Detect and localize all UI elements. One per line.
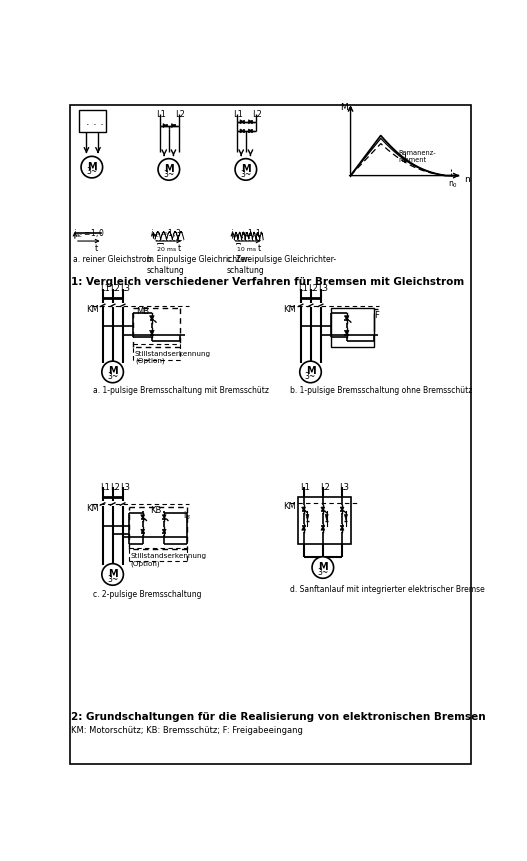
Polygon shape: [344, 316, 349, 321]
Text: KM: KM: [86, 305, 99, 313]
Polygon shape: [162, 515, 166, 519]
Text: L2: L2: [308, 284, 318, 293]
Polygon shape: [340, 507, 344, 511]
Polygon shape: [325, 515, 328, 521]
Circle shape: [102, 362, 123, 383]
Circle shape: [81, 158, 103, 179]
Polygon shape: [321, 507, 325, 511]
Text: M: M: [241, 164, 251, 174]
Text: KM: KM: [284, 502, 296, 511]
Bar: [298, 497, 350, 545]
Text: M: M: [108, 366, 118, 376]
Text: 3~: 3~: [86, 167, 97, 177]
Polygon shape: [163, 125, 167, 128]
Text: t: t: [178, 244, 181, 252]
Polygon shape: [306, 515, 309, 521]
Text: b. 1-pulsige Bremsschaltung ohne Bremsschütz: b. 1-pulsige Bremsschaltung ohne Bremssc…: [290, 386, 473, 394]
Text: $i_{ac}\approx1{,}3$: $i_{ac}\approx1{,}3$: [150, 227, 182, 239]
Circle shape: [158, 159, 180, 181]
Polygon shape: [240, 121, 244, 125]
Polygon shape: [340, 527, 344, 530]
Text: a. 1-pulsige Bremsschaltung mit Bremsschütz: a. 1-pulsige Bremsschaltung mit Bremssch…: [93, 386, 269, 394]
Text: KM: KM: [86, 504, 99, 512]
Text: 1: Vergleich verschiedener Verfahren für Bremsen mit Gleichstrom: 1: Vergleich verschiedener Verfahren für…: [71, 276, 464, 287]
Circle shape: [300, 362, 321, 383]
Text: L3: L3: [120, 284, 130, 293]
Text: M: M: [164, 164, 173, 174]
Text: t: t: [257, 244, 261, 252]
Text: L2: L2: [175, 109, 185, 119]
Text: KM: Motorschütz; KB: Bremsschütz; F: Freigabeeingang: KM: Motorschütz; KB: Bremsschütz; F: Fre…: [71, 725, 303, 734]
Polygon shape: [344, 331, 349, 336]
Text: MB: MB: [136, 307, 150, 316]
Text: t: t: [95, 244, 98, 252]
Text: L2: L2: [320, 482, 329, 492]
Text: L3: L3: [339, 482, 349, 492]
Bar: [79, 111, 106, 133]
Polygon shape: [344, 515, 347, 521]
Text: Remanenz-
moment: Remanenz- moment: [398, 150, 436, 163]
Text: L1: L1: [233, 109, 243, 119]
Text: L1: L1: [300, 482, 310, 492]
Polygon shape: [150, 316, 154, 321]
Polygon shape: [141, 515, 144, 519]
Text: L2: L2: [110, 284, 120, 293]
Polygon shape: [240, 130, 244, 133]
Text: $i_{ac}=1{,}0$: $i_{ac}=1{,}0$: [73, 227, 105, 239]
Text: i$_B$: i$_B$: [183, 509, 191, 521]
Text: Stillstandserkennung
(Option): Stillstandserkennung (Option): [130, 553, 207, 566]
Text: 2: Grundschaltungen für die Realisierung von elektronischen Bremsen: 2: Grundschaltungen für die Realisierung…: [71, 711, 486, 721]
Text: M: M: [318, 561, 328, 572]
Text: n: n: [464, 175, 470, 184]
Text: M: M: [108, 568, 118, 579]
Polygon shape: [249, 121, 252, 125]
Text: 3~: 3~: [107, 574, 118, 583]
Text: F: F: [374, 310, 379, 319]
Text: 20 ms: 20 ms: [157, 246, 177, 251]
Text: n$_0$: n$_0$: [448, 179, 458, 190]
Text: a. reiner Gleichstrom: a. reiner Gleichstrom: [73, 255, 153, 263]
Text: KM: KM: [284, 305, 296, 313]
Circle shape: [235, 159, 257, 181]
Polygon shape: [321, 527, 325, 530]
Circle shape: [102, 564, 123, 585]
Text: KB: KB: [150, 505, 162, 515]
Text: 3~: 3~: [317, 567, 328, 576]
Text: M$_B$: M$_B$: [340, 102, 354, 115]
Polygon shape: [150, 331, 154, 336]
Text: 10 ms: 10 ms: [237, 246, 256, 251]
Text: . . .: . . .: [86, 116, 103, 127]
Polygon shape: [162, 530, 166, 534]
Text: M: M: [306, 366, 315, 376]
Text: M: M: [87, 161, 96, 171]
Text: L3: L3: [120, 482, 130, 492]
Polygon shape: [301, 527, 306, 530]
Text: c. Zweipulsige Gleichrichter-
schaltung: c. Zweipulsige Gleichrichter- schaltung: [227, 255, 336, 274]
Text: L2: L2: [252, 109, 262, 119]
Text: 3~: 3~: [305, 372, 316, 381]
Text: L1: L1: [100, 284, 110, 293]
Circle shape: [312, 557, 334, 579]
Text: L1: L1: [157, 109, 167, 119]
Text: 3~: 3~: [163, 170, 174, 178]
Text: 3~: 3~: [107, 372, 118, 381]
Text: L1: L1: [100, 482, 110, 492]
Polygon shape: [249, 130, 252, 133]
Polygon shape: [301, 507, 306, 511]
Text: 3~: 3~: [240, 170, 251, 178]
Text: d. Sanftanlauf mit integrierter elektrischer Bremse: d. Sanftanlauf mit integrierter elektris…: [290, 584, 485, 593]
Bar: [331, 309, 374, 347]
Text: Stillstandserkennung
(Option): Stillstandserkennung (Option): [135, 350, 211, 363]
Text: $i_{ac}\approx1{,}1$: $i_{ac}\approx1{,}1$: [230, 227, 261, 239]
Text: L2: L2: [110, 482, 120, 492]
Text: L3: L3: [318, 284, 328, 293]
Polygon shape: [141, 530, 144, 534]
Text: L1: L1: [298, 284, 308, 293]
Polygon shape: [171, 125, 175, 128]
Text: c. 2-pulsige Bremsschaltung: c. 2-pulsige Bremsschaltung: [93, 590, 201, 598]
Text: b. Einpulsige Gleichrichter-
schaltung: b. Einpulsige Gleichrichter- schaltung: [147, 255, 250, 274]
